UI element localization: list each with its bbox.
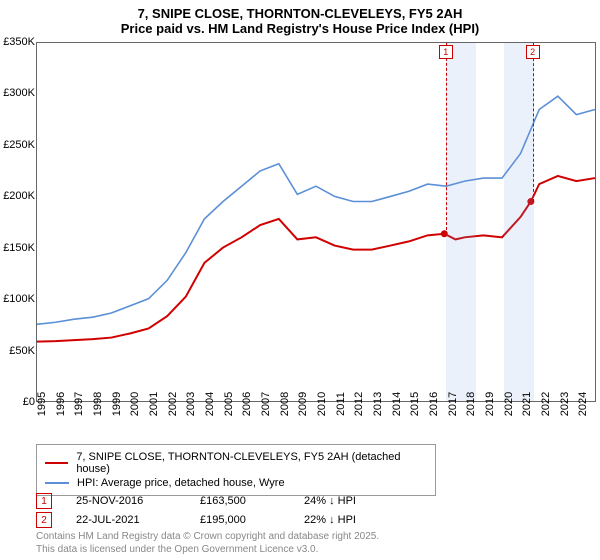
shaded-band <box>446 43 476 401</box>
x-tick-label: 2009 <box>297 392 309 416</box>
legend-label: 7, SNIPE CLOSE, THORNTON-CLEVELEYS, FY5 … <box>76 451 427 475</box>
x-tick-label: 2019 <box>484 392 496 416</box>
x-tick-label: 2012 <box>353 392 365 416</box>
x-tick-label: 2003 <box>185 392 197 416</box>
shaded-band <box>504 43 534 401</box>
chart-title-area: 7, SNIPE CLOSE, THORNTON-CLEVELEYS, FY5 … <box>0 0 600 36</box>
legend-swatch <box>45 482 69 484</box>
chart-title-line1: 7, SNIPE CLOSE, THORNTON-CLEVELEYS, FY5 … <box>0 6 600 21</box>
x-tick-label: 2015 <box>409 392 421 416</box>
x-tick-label: 2021 <box>521 392 533 416</box>
marker-row: 2 22-JUL-2021 £195,000 22% ↓ HPI <box>36 512 596 528</box>
x-tick-label: 2010 <box>316 392 328 416</box>
marker-line <box>533 43 534 202</box>
marker-table: 1 25-NOV-2016 £163,500 24% ↓ HPI 2 22-JU… <box>36 490 596 531</box>
y-tick-label: £50K <box>0 345 35 357</box>
x-tick-label: 2011 <box>335 392 347 416</box>
credit-line1: Contains HM Land Registry data © Crown c… <box>36 531 379 544</box>
y-tick-label: £250K <box>0 139 35 151</box>
marker-price: £163,500 <box>200 495 280 507</box>
y-tick-label: £350K <box>0 36 35 48</box>
y-tick-label: £300K <box>0 87 35 99</box>
x-tick-label: 2014 <box>391 392 403 416</box>
marker-line <box>446 43 447 235</box>
y-tick-label: £100K <box>0 293 35 305</box>
marker-pct: 24% ↓ HPI <box>304 495 394 507</box>
x-tick-label: 2016 <box>428 392 440 416</box>
marker-date: 22-JUL-2021 <box>76 514 176 526</box>
x-tick-label: 2022 <box>540 392 552 416</box>
y-tick-label: £150K <box>0 242 35 254</box>
x-tick-label: 2001 <box>148 392 160 416</box>
credit-line2: This data is licensed under the Open Gov… <box>36 544 379 557</box>
legend-item: 7, SNIPE CLOSE, THORNTON-CLEVELEYS, FY5 … <box>45 451 427 475</box>
x-tick-label: 2008 <box>279 392 291 416</box>
x-tick-label: 2024 <box>577 392 589 416</box>
plot-area: 12 <box>36 42 596 402</box>
x-tick-label: 2020 <box>503 392 515 416</box>
y-tick-label: £0 <box>0 396 35 408</box>
x-tick-label: 2000 <box>129 392 141 416</box>
x-tick-label: 2005 <box>223 392 235 416</box>
credit-text: Contains HM Land Registry data © Crown c… <box>36 531 379 556</box>
marker-date: 25-NOV-2016 <box>76 495 176 507</box>
x-tick-label: 2018 <box>465 392 477 416</box>
marker-price: £195,000 <box>200 514 280 526</box>
x-tick-label: 2023 <box>559 392 571 416</box>
x-tick-label: 1998 <box>92 392 104 416</box>
marker-row: 1 25-NOV-2016 £163,500 24% ↓ HPI <box>36 493 596 509</box>
legend: 7, SNIPE CLOSE, THORNTON-CLEVELEYS, FY5 … <box>36 444 436 496</box>
marker-flag: 1 <box>439 45 453 59</box>
x-tick-label: 2004 <box>204 392 216 416</box>
marker-badge: 2 <box>36 512 52 528</box>
x-tick-label: 2007 <box>260 392 272 416</box>
chart-container: 7, SNIPE CLOSE, THORNTON-CLEVELEYS, FY5 … <box>0 0 600 560</box>
legend-item: HPI: Average price, detached house, Wyre <box>45 477 427 489</box>
marker-pct: 22% ↓ HPI <box>304 514 394 526</box>
x-tick-label: 1997 <box>73 392 85 416</box>
x-tick-label: 2006 <box>241 392 253 416</box>
y-tick-label: £200K <box>0 190 35 202</box>
x-tick-label: 2002 <box>167 392 179 416</box>
marker-flag: 2 <box>526 45 540 59</box>
x-tick-label: 1995 <box>36 392 48 416</box>
legend-label: HPI: Average price, detached house, Wyre <box>77 477 285 489</box>
x-tick-label: 1999 <box>111 392 123 416</box>
marker-badge: 1 <box>36 493 52 509</box>
chart-title-line2: Price paid vs. HM Land Registry's House … <box>0 21 600 36</box>
x-tick-label: 1996 <box>55 392 67 416</box>
x-tick-label: 2017 <box>447 392 459 416</box>
legend-swatch <box>45 462 68 464</box>
x-tick-label: 2013 <box>372 392 384 416</box>
